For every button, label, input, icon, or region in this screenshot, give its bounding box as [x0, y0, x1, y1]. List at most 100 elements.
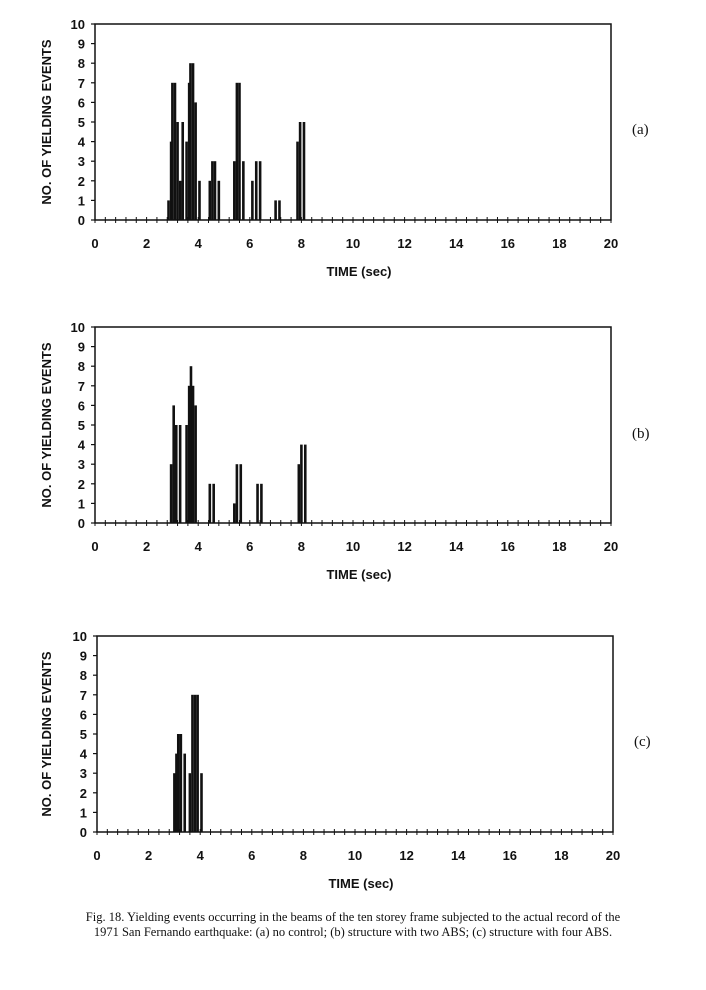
x-tick-label: 2 — [143, 236, 150, 251]
y-tick-label: 5 — [78, 115, 85, 130]
y-tick-label: 1 — [78, 496, 85, 511]
x-tick-label: 0 — [91, 236, 98, 251]
bar — [297, 464, 301, 523]
bar — [260, 483, 263, 523]
y-tick-label: 10 — [73, 629, 87, 644]
x-tick-label: 6 — [246, 236, 253, 251]
x-axis-title: TIME (sec) — [326, 264, 391, 279]
x-tick-label: 14 — [449, 539, 464, 554]
x-tick-label: 16 — [501, 236, 515, 251]
y-tick-label: 8 — [78, 359, 85, 374]
figure-caption: Fig. 18. Yielding events occurring in th… — [18, 910, 688, 940]
bar — [178, 180, 182, 220]
bar — [208, 180, 212, 220]
x-tick-label: 4 — [195, 539, 203, 554]
bar — [233, 161, 236, 220]
y-tick-label: 7 — [80, 688, 87, 703]
y-tick-label: 2 — [78, 174, 85, 189]
y-tick-label: 2 — [80, 786, 87, 801]
x-tick-label: 10 — [348, 848, 362, 863]
y-tick-label: 6 — [78, 95, 85, 110]
x-tick-label: 6 — [248, 848, 255, 863]
bar — [258, 161, 262, 220]
bar — [211, 161, 214, 220]
y-tick-label: 8 — [78, 56, 85, 71]
bar — [196, 694, 199, 832]
bar — [188, 773, 192, 832]
bar — [185, 425, 188, 523]
x-tick-label: 14 — [449, 236, 464, 251]
x-tick-label: 16 — [503, 848, 517, 863]
panel-label: (a) — [632, 122, 649, 138]
y-tick-label: 4 — [78, 438, 86, 453]
x-tick-label: 8 — [300, 848, 307, 863]
x-tick-label: 18 — [554, 848, 568, 863]
bar — [191, 385, 195, 523]
bar — [238, 82, 241, 220]
panel-label: (c) — [634, 734, 651, 750]
x-tick-label: 18 — [552, 539, 566, 554]
y-tick-label: 7 — [78, 379, 85, 394]
bar — [189, 366, 193, 523]
bar — [256, 483, 259, 523]
y-tick-label: 1 — [80, 805, 87, 820]
x-tick-label: 2 — [145, 848, 152, 863]
x-tick-label: 20 — [606, 848, 620, 863]
x-tick-label: 0 — [91, 539, 98, 554]
x-tick-label: 6 — [246, 539, 253, 554]
bar — [300, 444, 303, 523]
bar — [181, 122, 185, 220]
y-tick-label: 0 — [78, 516, 85, 531]
y-tick-label: 3 — [78, 457, 85, 472]
x-tick-label: 20 — [604, 236, 618, 251]
x-axis-title: TIME (sec) — [326, 567, 391, 582]
bar — [235, 464, 239, 523]
y-tick-label: 10 — [71, 17, 85, 32]
y-tick-label: 3 — [78, 154, 85, 169]
y-axis-title: NO. OF YIELDING EVENTS — [39, 342, 54, 508]
bar — [185, 141, 188, 220]
x-tick-label: 20 — [604, 539, 618, 554]
bar — [302, 122, 306, 220]
bar — [174, 425, 178, 523]
bar — [172, 405, 175, 523]
bar — [208, 483, 212, 523]
bar — [239, 464, 243, 523]
panel-label: (b) — [632, 426, 650, 442]
x-tick-label: 4 — [197, 848, 205, 863]
bar — [303, 444, 307, 523]
bar — [198, 180, 201, 220]
bar — [251, 180, 254, 220]
y-tick-label: 7 — [78, 76, 85, 91]
y-tick-label: 3 — [80, 766, 87, 781]
bar — [175, 753, 178, 832]
bar — [187, 385, 191, 523]
x-tick-label: 12 — [397, 236, 411, 251]
y-tick-label: 6 — [78, 398, 85, 413]
bar — [296, 141, 299, 220]
y-tick-label: 2 — [78, 477, 85, 492]
bar — [171, 82, 174, 220]
bar — [233, 503, 236, 523]
y-tick-label: 5 — [80, 727, 87, 742]
x-tick-label: 12 — [397, 539, 411, 554]
bar — [191, 63, 195, 221]
caption-line-1: Fig. 18. Yielding events occurring in th… — [85, 910, 621, 924]
x-tick-label: 8 — [298, 236, 305, 251]
x-tick-label: 2 — [143, 539, 150, 554]
x-tick-label: 0 — [93, 848, 100, 863]
y-tick-label: 4 — [78, 135, 86, 150]
y-axis-title: NO. OF YIELDING EVENTS — [39, 651, 54, 817]
y-tick-label: 4 — [80, 747, 88, 762]
x-tick-label: 16 — [501, 539, 515, 554]
bar — [176, 122, 179, 220]
y-tick-label: 10 — [71, 320, 85, 335]
x-axis-title: TIME (sec) — [328, 876, 393, 891]
bar — [169, 464, 173, 523]
x-tick-label: 14 — [451, 848, 466, 863]
x-tick-label: 4 — [195, 236, 203, 251]
